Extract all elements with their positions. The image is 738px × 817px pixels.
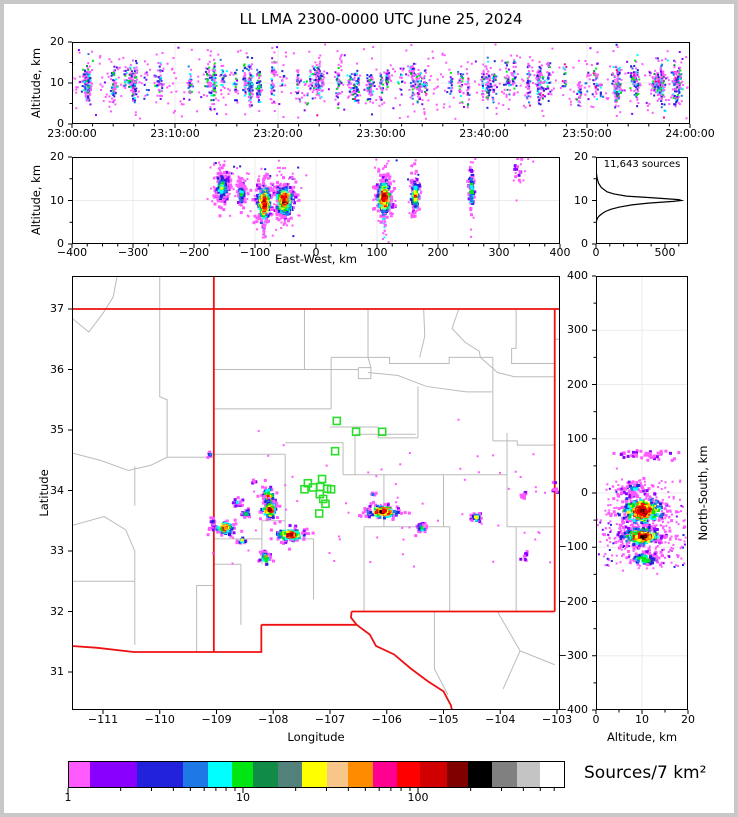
tick-label: 300 bbox=[567, 323, 588, 337]
tick-label: 0 bbox=[592, 713, 600, 726]
tick-label: −106 bbox=[371, 713, 402, 726]
tick-label: 24:00:00 bbox=[665, 127, 715, 140]
tick-label: 23:50:00 bbox=[562, 127, 612, 140]
tick-label: 23:00:00 bbox=[47, 127, 97, 140]
tick-label: 10 bbox=[50, 193, 64, 207]
tick-label: 32 bbox=[50, 604, 64, 618]
time-altitude-panel bbox=[62, 32, 700, 134]
tick-label: 0 bbox=[592, 246, 600, 259]
tick-label: 20 bbox=[50, 35, 64, 48]
tick-label: 10 bbox=[236, 791, 250, 804]
tick-label: 23:20:00 bbox=[253, 127, 303, 140]
tick-label: −104 bbox=[485, 713, 516, 726]
tick-label: 200 bbox=[567, 377, 588, 391]
tick-label: 300 bbox=[488, 246, 510, 259]
tick-label: −200 bbox=[178, 246, 210, 259]
northsouth-altitude-panel bbox=[586, 266, 698, 720]
tick-label: 400 bbox=[567, 269, 588, 282]
eastwest-altitude-panel bbox=[62, 147, 570, 254]
tick-label: −100 bbox=[239, 246, 271, 259]
tick-label: −108 bbox=[258, 713, 289, 726]
altitude-histogram-panel bbox=[586, 147, 698, 254]
tick-label: 0 bbox=[581, 237, 588, 250]
tick-label: −109 bbox=[201, 713, 232, 726]
tick-label: 36 bbox=[50, 362, 64, 376]
tick-label: 400 bbox=[549, 246, 571, 259]
tick-label: 0 bbox=[57, 237, 64, 250]
tick-label: 100 bbox=[366, 246, 388, 259]
tick-label: 33 bbox=[50, 544, 64, 557]
ns-panel-xlabel: Altitude, km bbox=[606, 730, 678, 744]
tick-label: −111 bbox=[87, 713, 119, 726]
tick-label: 10 bbox=[635, 713, 649, 726]
tick-label: 100 bbox=[407, 791, 429, 804]
colorbar bbox=[58, 751, 575, 810]
tick-label: 23:30:00 bbox=[356, 127, 406, 140]
tick-label: 10 bbox=[50, 76, 64, 89]
tick-label: 0 bbox=[581, 486, 588, 499]
tick-label: −300 bbox=[117, 246, 149, 259]
tick-label: −200 bbox=[557, 594, 588, 608]
tick-label: 23:40:00 bbox=[459, 127, 509, 140]
plan-view-map-panel bbox=[62, 266, 570, 720]
page-title: LL LMA 2300-0000 UTC June 25, 2024 bbox=[239, 10, 523, 28]
tick-label: 20 bbox=[574, 150, 588, 163]
map-xlabel: Longitude bbox=[287, 730, 345, 744]
tick-label: 500 bbox=[654, 246, 676, 259]
tick-label: 10 bbox=[574, 193, 588, 207]
tick-label: −400 bbox=[557, 703, 588, 716]
ew-panel-xlabel: East-West, km bbox=[275, 252, 357, 266]
colorbar-label: Sources/7 km² bbox=[584, 763, 707, 783]
tick-label: 31 bbox=[50, 665, 64, 678]
tick-label: 1 bbox=[64, 791, 72, 804]
tick-label: 20 bbox=[681, 713, 695, 726]
tick-label: 0 bbox=[312, 246, 320, 259]
tick-label: −110 bbox=[144, 713, 175, 726]
tick-label: −100 bbox=[557, 540, 588, 554]
tick-label: 37 bbox=[50, 302, 64, 315]
tick-label: −103 bbox=[541, 713, 573, 726]
tick-label: −107 bbox=[314, 713, 346, 726]
ns-panel-ylabel: North-South, km bbox=[696, 445, 710, 541]
tick-label: −105 bbox=[428, 713, 459, 726]
tick-label: 20 bbox=[50, 150, 64, 163]
tick-label: 23:10:00 bbox=[150, 127, 200, 140]
tick-label: 35 bbox=[50, 423, 64, 436]
tick-label: 34 bbox=[50, 483, 64, 497]
tick-label: −300 bbox=[557, 648, 588, 662]
tick-label: −400 bbox=[56, 246, 88, 259]
tick-label: 0 bbox=[57, 117, 64, 130]
tick-label: 200 bbox=[427, 246, 449, 259]
tick-label: 100 bbox=[567, 431, 588, 445]
